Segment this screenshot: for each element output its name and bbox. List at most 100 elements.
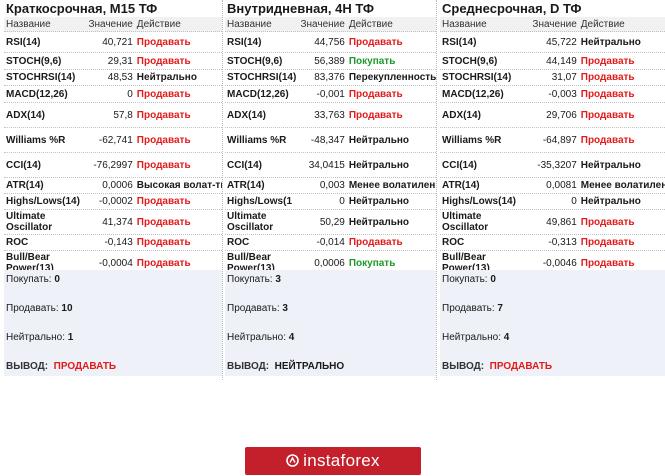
indicator-action: Продавать (136, 257, 191, 269)
indicator-action: Продавать (580, 216, 635, 228)
panel-intraday: Внутридневная, 4H ТФ Название Значение Д… (225, 0, 437, 380)
panel-mid-term: Среднесрочная, D ТФ Название Значение Де… (440, 0, 665, 380)
indicator-panels: Краткосрочная, M15 ТФ Название Значение … (4, 0, 665, 380)
indicator-value: 34,0415 (308, 159, 345, 171)
summary-sell: Продавать: 7 (442, 303, 503, 314)
indicator-value: 50,29 (319, 216, 345, 228)
indicator-name: Ultimate Oscillator (442, 211, 489, 233)
table-row: MACD(12,26) -0,003 Продавать (440, 86, 665, 103)
indicator-name: ATR(14) (227, 180, 265, 191)
indicator-action: Продавать (580, 72, 635, 83)
table-row: Williams %R -64,897 Продавать (440, 128, 665, 153)
indicator-name: Bull/Bear Power(13) (442, 252, 490, 274)
table-row: MACD(12,26) 0 Продавать (4, 86, 222, 103)
summary-sell: Продавать: 10 (6, 303, 73, 314)
indicator-value: 83,376 (314, 72, 345, 83)
indicator-value: -0,001 (316, 88, 345, 100)
indicator-action: Продавать (136, 88, 191, 100)
indicator-action: Нейтрально (348, 196, 409, 207)
summary-buy: Покупать: 0 (6, 274, 60, 285)
indicator-action: Нейтрально (136, 72, 197, 83)
instaforex-logo-icon (286, 454, 299, 467)
header-value: Значение (88, 18, 133, 30)
indicator-value: 0,003 (319, 180, 345, 191)
indicator-name: Highs/Lows(1 (227, 196, 293, 207)
table-row: ADX(14) 29,706 Продавать (440, 103, 665, 128)
indicator-name: ADX(14) (6, 109, 45, 121)
table-row: Highs/Lows(14) 0 Нейтрально (440, 194, 665, 210)
indicator-value: 40,721 (102, 36, 133, 48)
indicator-name: STOCH(9,6) (442, 55, 498, 67)
table-row: ATR(14) 0,0081 Менее волатилен (440, 178, 665, 194)
indicator-value: 0,0006 (314, 257, 345, 269)
table-row: Ultimate Oscillator 50,29 Нейтрально (225, 210, 436, 235)
indicator-value: 45,722 (546, 36, 577, 48)
instaforex-logo[interactable]: instaforex (245, 447, 421, 475)
indicator-name: RSI(14) (442, 36, 477, 48)
indicator-name: Highs/Lows(14) (6, 196, 80, 207)
table-row: ROC -0,143 Продавать (4, 235, 222, 251)
indicator-name: ADX(14) (442, 109, 481, 121)
indicator-action: Высокая волат-ть (136, 180, 222, 191)
table-row: Highs/Lows(1 0 Нейтрально (225, 194, 436, 210)
indicator-action: Продавать (136, 109, 191, 121)
table-row: ROC -0,313 Продавать (440, 235, 665, 251)
table-row: Ultimate Oscillator 41,374 Продавать (4, 210, 222, 235)
indicator-value: 41,374 (102, 216, 133, 228)
indicator-value: -0,014 (316, 237, 345, 248)
indicator-value: 33,763 (314, 109, 345, 121)
table-row: MACD(12,26) -0,001 Продавать (225, 86, 436, 103)
indicator-action: Покупать (348, 55, 396, 67)
table-row: ROC -0,014 Продавать (225, 235, 436, 251)
header-action: Действие (348, 18, 393, 30)
summary-box: Покупать: 0 Продавать: 7 Нейтрально: 4 В… (440, 270, 665, 376)
indicator-value: -48,347 (310, 134, 345, 146)
indicator-value: -62,741 (98, 134, 133, 146)
header-action: Действие (136, 18, 181, 30)
indicator-action: Нейтрально (348, 216, 409, 228)
table-row: ATR(14) 0,0006 Высокая волат-ть (4, 178, 222, 194)
table-row: STOCHRSI(14) 48,53 Нейтрально (4, 70, 222, 86)
summary-box: Покупать: 3 Продавать: 3 Нейтрально: 4 В… (225, 270, 436, 376)
indicator-value: -0,003 (548, 88, 577, 100)
table-row: Williams %R -48,347 Нейтрально (225, 128, 436, 153)
indicator-value: 29,31 (107, 55, 133, 67)
indicator-name: STOCHRSI(14) (227, 72, 297, 83)
indicator-action: Продавать (136, 36, 191, 48)
indicator-action: Продавать (348, 88, 403, 100)
panel-short-term: Краткосрочная, M15 ТФ Название Значение … (4, 0, 223, 380)
table-body: RSI(14) 45,722 Нейтрально STOCH(9,6) 44,149 П… (440, 32, 665, 276)
indicator-name: STOCHRSI(14) (442, 72, 512, 83)
header-value: Значение (300, 18, 345, 30)
indicator-value: 0 (127, 88, 133, 100)
indicator-action: Менее волатилен (348, 180, 436, 191)
indicator-name: Williams %R (442, 134, 502, 146)
indicator-value: -35,3207 (537, 159, 577, 171)
logo-text: instaforex (303, 451, 380, 470)
table-row: RSI(14) 44,756 Продавать (225, 32, 436, 53)
table-row: RSI(14) 45,722 Нейтрально (440, 32, 665, 53)
indicator-action: Продавать (348, 237, 403, 248)
header-name: Название (442, 18, 487, 30)
indicator-value: 0,0081 (546, 180, 577, 191)
indicator-value: -76,2997 (93, 159, 133, 171)
summary-sell: Продавать: 3 (227, 303, 288, 314)
indicator-name: ADX(14) (227, 109, 266, 121)
table-row: Highs/Lows(14) -0,0002 Продавать (4, 194, 222, 210)
indicator-action: Нейтрально (348, 134, 409, 146)
indicator-value: 44,149 (546, 55, 577, 67)
indicator-action: Продавать (136, 159, 191, 171)
indicator-value: 57,8 (113, 109, 133, 121)
indicator-action: Нейтрально (580, 159, 641, 171)
indicator-name: RSI(14) (6, 36, 41, 48)
indicator-name: Williams %R (227, 134, 287, 146)
indicator-value: 48,53 (107, 72, 133, 83)
summary-buy: Покупать: 0 (442, 274, 496, 285)
indicator-name: STOCH(9,6) (227, 55, 283, 67)
indicator-action: Нейтрально (580, 196, 641, 207)
summary-verdict: ВЫВОД: НЕЙТРАЛЬНО (227, 361, 345, 372)
indicator-name: ROC (442, 237, 465, 248)
table-row: STOCH(9,6) 56,389 Покупать (225, 53, 436, 70)
indicator-name: Ultimate Oscillator (227, 211, 274, 233)
table-header: Название Значение Действие (440, 17, 665, 32)
